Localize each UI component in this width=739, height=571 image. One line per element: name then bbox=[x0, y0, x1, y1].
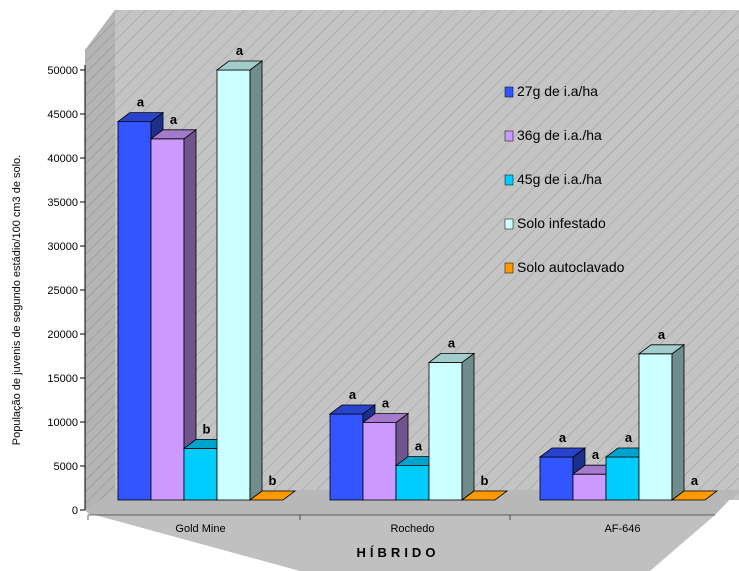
y-tick-label: 25000 bbox=[47, 285, 78, 297]
bar-front bbox=[362, 422, 397, 501]
legend-label: 36g de i.a./ha bbox=[517, 127, 602, 143]
y-tick-label: 30000 bbox=[47, 241, 78, 253]
data-label: a bbox=[559, 430, 567, 445]
y-tick-label: 0 bbox=[72, 505, 78, 517]
y-tick-label: 10000 bbox=[47, 417, 78, 429]
x-tick-label: AF-646 bbox=[604, 523, 640, 535]
bar-front bbox=[216, 69, 251, 501]
bar-top bbox=[248, 490, 297, 501]
bar-front bbox=[117, 121, 152, 501]
y-tick-label: 20000 bbox=[47, 329, 78, 341]
bar-top bbox=[328, 404, 377, 415]
legend-entry: 27g de i.a/ha bbox=[504, 83, 598, 99]
bar-front bbox=[150, 138, 185, 501]
x-tick-label: Rochedo bbox=[390, 523, 434, 535]
y-tick-label: 35000 bbox=[47, 197, 78, 209]
floor-shadow bbox=[95, 515, 715, 571]
data-label: a bbox=[658, 327, 666, 342]
legend-swatch bbox=[504, 218, 514, 230]
bar-top bbox=[670, 490, 719, 501]
y-tick-label: 50000 bbox=[47, 65, 78, 77]
bar-side bbox=[249, 60, 263, 501]
bar-top bbox=[149, 129, 198, 140]
bar bbox=[670, 490, 719, 501]
bar-side bbox=[461, 352, 475, 501]
data-label: a bbox=[170, 112, 178, 127]
bar-top bbox=[637, 344, 686, 355]
legend-swatch bbox=[504, 130, 514, 142]
bar-top bbox=[116, 112, 165, 122]
bar bbox=[215, 60, 264, 501]
legend-entry: Solo autoclavado bbox=[504, 259, 625, 275]
legend-swatch bbox=[504, 86, 514, 98]
bar-top bbox=[538, 447, 587, 458]
data-label: a bbox=[592, 447, 600, 462]
bar-top bbox=[460, 490, 509, 501]
y-tick-label: 40000 bbox=[47, 153, 78, 165]
y-tick-label: 5000 bbox=[54, 461, 78, 473]
bar-top bbox=[361, 413, 410, 424]
legend-swatch bbox=[504, 174, 514, 186]
y-axis-title: População de juvenis de segundo estádio/… bbox=[11, 155, 23, 446]
bar-front bbox=[572, 473, 607, 501]
bar-front bbox=[395, 465, 430, 501]
legend-label: Solo autoclavado bbox=[517, 259, 625, 275]
bar bbox=[637, 343, 686, 501]
bar-front bbox=[183, 447, 218, 501]
side-wall bbox=[85, 10, 115, 510]
bar-front bbox=[539, 456, 574, 501]
bar bbox=[460, 490, 509, 501]
bar-front bbox=[428, 361, 463, 501]
y-tick-label: 15000 bbox=[47, 373, 78, 385]
data-label: a bbox=[349, 387, 357, 402]
legend-entry: Solo infestado bbox=[504, 215, 606, 231]
bar bbox=[427, 352, 476, 501]
data-label: a bbox=[137, 95, 145, 110]
legend-label: Solo infestado bbox=[517, 215, 606, 231]
y-tick-label: 45000 bbox=[47, 109, 78, 121]
bar-side bbox=[671, 343, 685, 501]
bar-front bbox=[638, 353, 673, 501]
legend-entry: 36g de i.a./ha bbox=[504, 127, 602, 143]
bar-front bbox=[329, 413, 364, 501]
legend-label: 27g de i.a/ha bbox=[517, 83, 598, 99]
bar-top bbox=[215, 60, 264, 71]
x-axis-title: HÍBRIDO bbox=[357, 545, 440, 560]
data-label: a bbox=[691, 473, 699, 488]
data-label: b bbox=[269, 473, 277, 488]
bar bbox=[248, 490, 297, 501]
data-label: a bbox=[236, 43, 244, 58]
legend-entry: 45g de i.a./ha bbox=[504, 171, 602, 187]
bar-top bbox=[427, 352, 476, 363]
data-label: a bbox=[382, 396, 390, 411]
data-label: a bbox=[415, 439, 423, 454]
bar-front bbox=[605, 456, 640, 501]
data-label: b bbox=[203, 421, 211, 436]
data-label: a bbox=[625, 430, 633, 445]
legend-label: 45g de i.a./ha bbox=[517, 171, 602, 187]
data-label: a bbox=[448, 335, 456, 350]
legend-swatch bbox=[504, 262, 514, 274]
data-label: b bbox=[481, 473, 489, 488]
x-tick-label: Gold Mine bbox=[175, 523, 225, 535]
